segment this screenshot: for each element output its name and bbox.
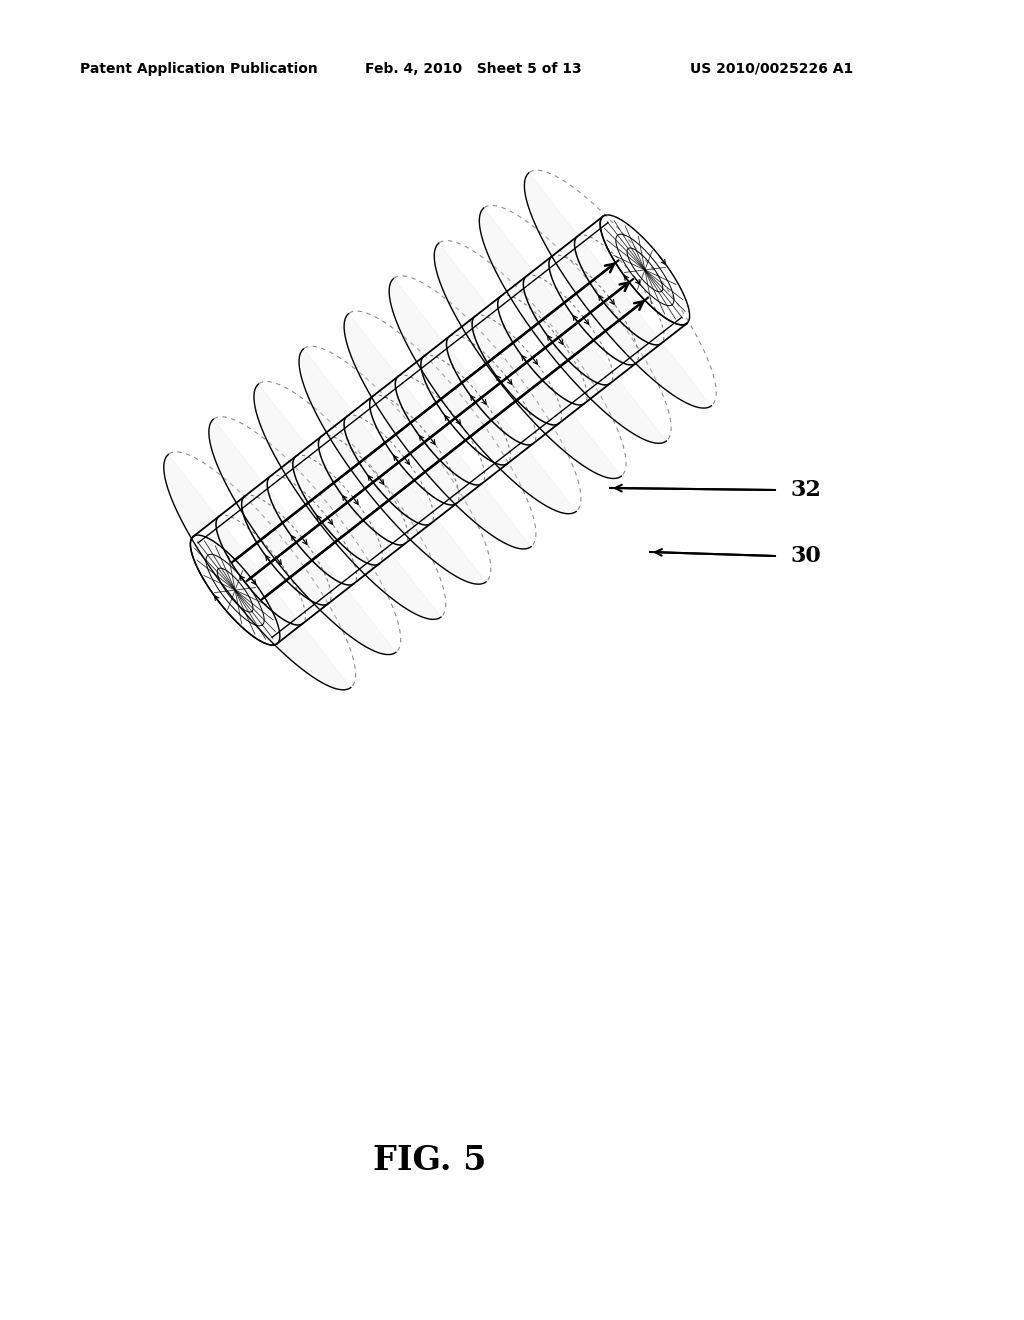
Polygon shape	[434, 243, 622, 479]
Text: Feb. 4, 2010   Sheet 5 of 13: Feb. 4, 2010 Sheet 5 of 13	[365, 62, 582, 77]
Text: US 2010/0025226 A1: US 2010/0025226 A1	[690, 62, 853, 77]
Polygon shape	[479, 209, 667, 444]
Polygon shape	[344, 314, 531, 549]
Text: FIG. 5: FIG. 5	[374, 1143, 486, 1176]
Polygon shape	[164, 454, 351, 690]
Text: 30: 30	[790, 545, 821, 568]
Polygon shape	[209, 420, 396, 655]
Text: Patent Application Publication: Patent Application Publication	[80, 62, 317, 77]
Polygon shape	[299, 348, 486, 585]
Polygon shape	[389, 279, 577, 513]
Text: 32: 32	[790, 479, 821, 502]
Polygon shape	[524, 173, 712, 408]
Polygon shape	[254, 384, 441, 619]
